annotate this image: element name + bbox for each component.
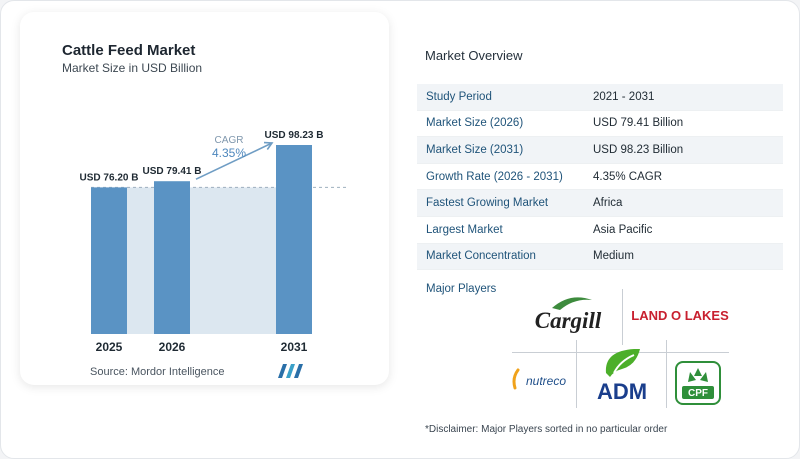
cagr-arrow	[195, 142, 273, 180]
table-row: Growth Rate (2026 - 2031) 4.35% CAGR	[417, 164, 783, 191]
row-label: Market Size (2026)	[426, 117, 524, 130]
row-value: Medium	[593, 250, 634, 263]
row-label: Largest Market	[426, 223, 503, 236]
land-o-lakes-logo: LAND O LAKES	[628, 294, 732, 334]
disclaimer: *Disclaimer: Major Players sorted in no …	[425, 424, 668, 435]
row-value: Africa	[593, 197, 623, 210]
table-row: Fastest Growing Market Africa	[417, 190, 783, 217]
table-row: Study Period 2021 - 2031	[417, 84, 783, 111]
row-value: Asia Pacific	[593, 223, 653, 236]
market-overview-title: Market Overview	[425, 48, 523, 63]
data-label-2026: USD 79.41 B	[143, 166, 202, 177]
logo-divider	[666, 340, 667, 408]
table-row: Largest Market Asia Pacific	[417, 217, 783, 244]
row-value: 2021 - 2031	[593, 90, 655, 103]
row-label: Market Concentration	[426, 250, 536, 263]
data-label-2025: USD 76.20 B	[80, 172, 139, 183]
cpf-wordmark: CPF	[688, 388, 708, 399]
cagr-arrowhead	[263, 141, 274, 150]
cargill-wordmark: Cargill	[535, 308, 602, 333]
chart-title: Cattle Feed Market	[62, 42, 196, 59]
row-value: USD 98.23 Billion	[593, 143, 684, 156]
major-players-label: Major Players	[426, 283, 497, 295]
chart-subtitle: Market Size in USD Billion	[62, 61, 203, 75]
table-row: Market Size (2026) USD 79.41 Billion	[417, 111, 783, 138]
bar-2026	[154, 181, 190, 334]
row-label: Fastest Growing Market	[426, 197, 549, 210]
bar-2025	[91, 187, 127, 334]
land-o-lakes-wordmark: LAND O LAKES	[631, 308, 729, 323]
x-tick-2031: 2031	[281, 340, 308, 354]
row-label: Study Period	[426, 90, 492, 103]
table-row: Market Size (2031) USD 98.23 Billion	[417, 137, 783, 164]
cagr-value: 4.35%	[212, 146, 246, 160]
cargill-logo: Cargill	[522, 288, 614, 340]
data-label-2031: USD 98.23 B	[265, 130, 324, 141]
cagr-label: CAGR	[215, 135, 244, 146]
mordor-intelligence-logo	[278, 364, 303, 378]
row-label: Growth Rate (2026 - 2031)	[426, 170, 563, 183]
bar-chart: USD 76.20 B 2025 USD 79.41 B 2026 USD 98.23 …	[80, 130, 346, 354]
adm-logo: ADM	[584, 343, 660, 407]
x-tick-2026: 2026	[159, 340, 186, 354]
cpf-logo: CPF	[674, 360, 722, 406]
market-overview-table: Study Period 2021 - 2031 Market Size (20…	[417, 84, 783, 271]
logo-divider	[576, 340, 577, 408]
source-note: Source: Mordor Intelligence	[90, 366, 225, 378]
x-tick-2025: 2025	[96, 340, 123, 354]
row-label: Market Size (2031)	[426, 143, 524, 156]
adm-wordmark: ADM	[597, 379, 647, 404]
bar-2031	[276, 145, 312, 334]
row-value: USD 79.41 Billion	[593, 117, 684, 130]
nutreco-logo: nutreco	[510, 360, 576, 400]
logo-divider	[622, 289, 623, 345]
table-row: Market Concentration Medium	[417, 243, 783, 271]
row-value: 4.35% CAGR	[593, 170, 663, 183]
nutreco-wordmark: nutreco	[526, 374, 566, 388]
projection-band	[127, 187, 276, 334]
